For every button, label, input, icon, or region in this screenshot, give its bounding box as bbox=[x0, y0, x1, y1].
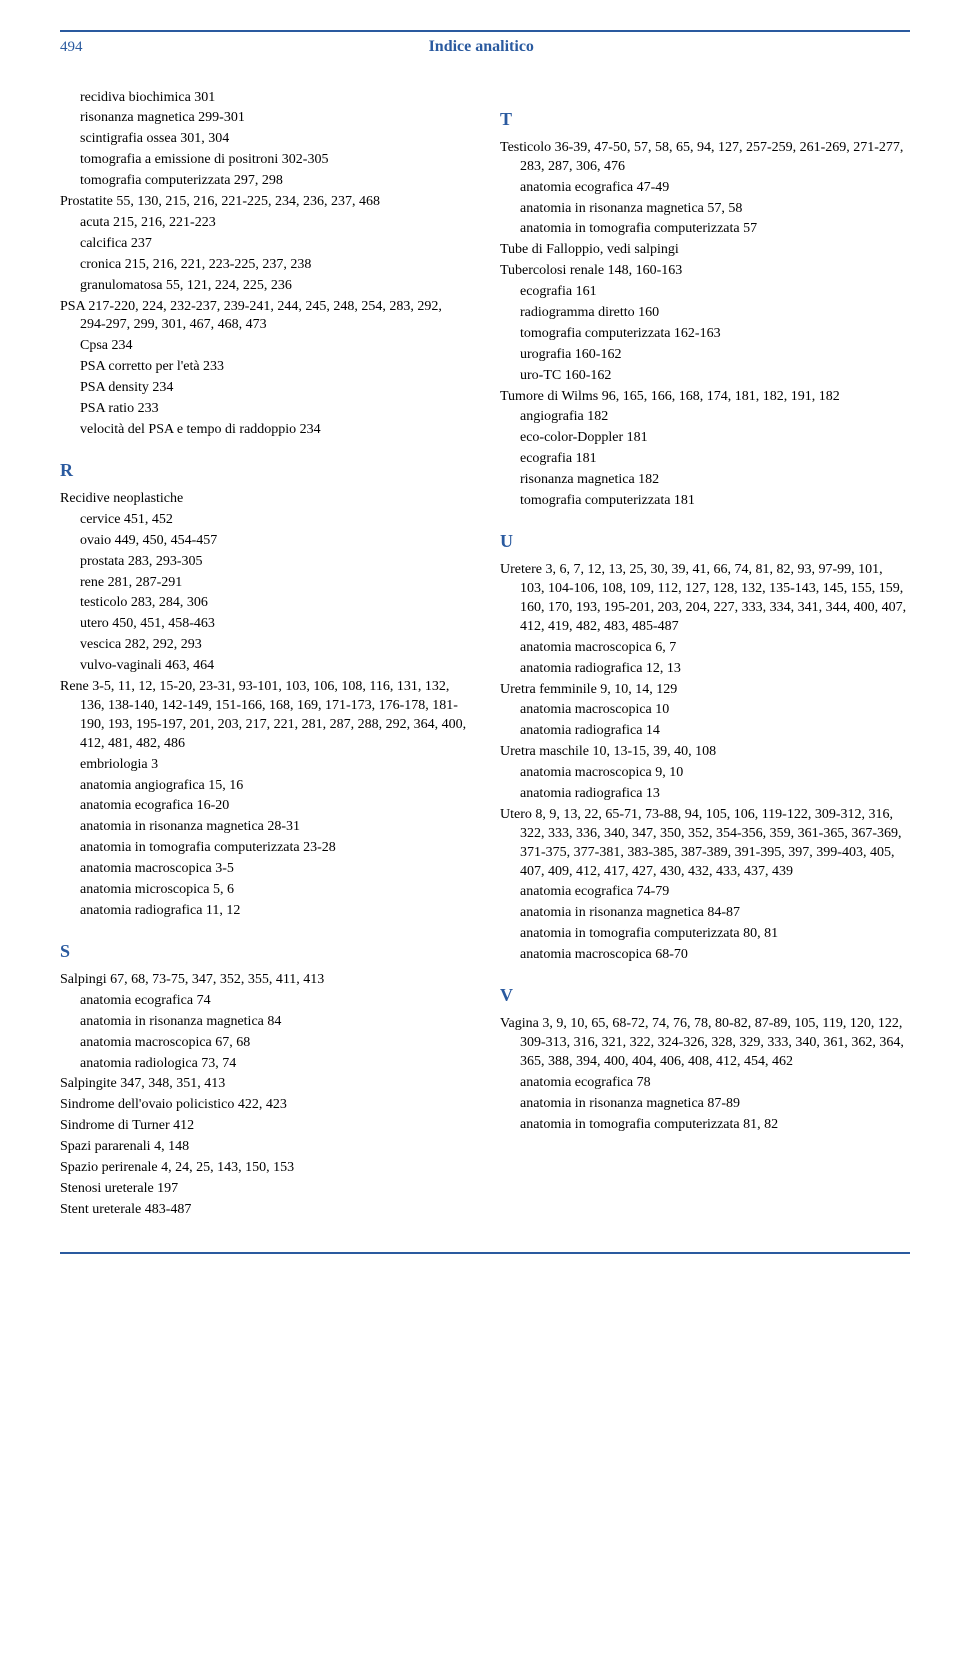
index-entry: vulvo-vaginali 463, 464 bbox=[60, 657, 470, 676]
index-entry: tomografia computerizzata 297, 298 bbox=[60, 172, 470, 191]
index-entry: rene 281, 287-291 bbox=[60, 574, 470, 593]
footer-rule bbox=[60, 1252, 910, 1254]
index-entry: testicolo 283, 284, 306 bbox=[60, 594, 470, 613]
index-entry: anatomia in risonanza magnetica 84-87 bbox=[500, 904, 910, 923]
header-title: Indice analitico bbox=[429, 36, 534, 58]
index-entry: granulomatosa 55, 121, 224, 225, 236 bbox=[60, 277, 470, 296]
section-letter-r: R bbox=[60, 458, 470, 482]
index-entry: recidiva biochimica 301 bbox=[60, 89, 470, 108]
index-entry: eco-color-Doppler 181 bbox=[500, 429, 910, 448]
index-entry: Uretra femminile 9, 10, 14, 129 bbox=[500, 681, 910, 700]
index-entry: cervice 451, 452 bbox=[60, 511, 470, 530]
index-entry: anatomia ecografica 74 bbox=[60, 992, 470, 1011]
index-entry: anatomia radiografica 11, 12 bbox=[60, 902, 470, 921]
index-entry: cronica 215, 216, 221, 223-225, 237, 238 bbox=[60, 256, 470, 275]
index-entry: PSA corretto per l'età 233 bbox=[60, 358, 470, 377]
index-entry: tomografia a emissione di positroni 302-… bbox=[60, 151, 470, 170]
page-header: 494 Indice analitico bbox=[60, 36, 910, 64]
index-entry: PSA ratio 233 bbox=[60, 400, 470, 419]
index-entry: anatomia ecografica 47-49 bbox=[500, 179, 910, 198]
index-entry: Uretere 3, 6, 7, 12, 13, 25, 30, 39, 41,… bbox=[500, 561, 910, 637]
index-entry: anatomia macroscopica 10 bbox=[500, 701, 910, 720]
index-entry: ecografia 161 bbox=[500, 283, 910, 302]
section-letter-s: S bbox=[60, 939, 470, 963]
header-rule bbox=[60, 30, 910, 32]
index-entry: risonanza magnetica 182 bbox=[500, 471, 910, 490]
index-entry: Sindrome dell'ovaio policistico 422, 423 bbox=[60, 1096, 470, 1115]
right-column: T Testicolo 36-39, 47-50, 57, 58, 65, 94,… bbox=[500, 89, 910, 1222]
section-letter-u: U bbox=[500, 529, 910, 553]
index-entry: utero 450, 451, 458-463 bbox=[60, 615, 470, 634]
index-entry: Spazio perirenale 4, 24, 25, 143, 150, 1… bbox=[60, 1159, 470, 1178]
index-entry: anatomia in tomografia computerizzata 80… bbox=[500, 925, 910, 944]
index-entry: anatomia ecografica 74-79 bbox=[500, 883, 910, 902]
index-entry: vescica 282, 292, 293 bbox=[60, 636, 470, 655]
index-entry: anatomia in tomografia computerizzata 81… bbox=[500, 1116, 910, 1135]
index-entry: scintigrafia ossea 301, 304 bbox=[60, 130, 470, 149]
index-entry: Salpingi 67, 68, 73-75, 347, 352, 355, 4… bbox=[60, 971, 470, 990]
index-entry: anatomia microscopica 5, 6 bbox=[60, 881, 470, 900]
index-entry: anatomia radiologica 73, 74 bbox=[60, 1055, 470, 1074]
index-entry: Salpingite 347, 348, 351, 413 bbox=[60, 1075, 470, 1094]
index-entry: calcifica 237 bbox=[60, 235, 470, 254]
index-entry: tomografia computerizzata 162-163 bbox=[500, 325, 910, 344]
index-entry: anatomia macroscopica 9, 10 bbox=[500, 764, 910, 783]
index-entry: radiogramma diretto 160 bbox=[500, 304, 910, 323]
index-entry: Cpsa 234 bbox=[60, 337, 470, 356]
index-entry: velocità del PSA e tempo di raddoppio 23… bbox=[60, 421, 470, 440]
index-entry: Recidive neoplastiche bbox=[60, 490, 470, 509]
index-entry: urografia 160-162 bbox=[500, 346, 910, 365]
index-entry: Sindrome di Turner 412 bbox=[60, 1117, 470, 1136]
index-entry: tomografia computerizzata 181 bbox=[500, 492, 910, 511]
index-entry: acuta 215, 216, 221-223 bbox=[60, 214, 470, 233]
index-entry: embriologia 3 bbox=[60, 756, 470, 775]
index-entry: anatomia radiografica 12, 13 bbox=[500, 660, 910, 679]
index-entry: anatomia in risonanza magnetica 84 bbox=[60, 1013, 470, 1032]
index-entry: Tumore di Wilms 96, 165, 166, 168, 174, … bbox=[500, 388, 910, 407]
index-entry: angiografia 182 bbox=[500, 408, 910, 427]
index-entry: anatomia in tomografia computerizzata 57 bbox=[500, 220, 910, 239]
index-entry: Spazi pararenali 4, 148 bbox=[60, 1138, 470, 1157]
index-entry: PSA density 234 bbox=[60, 379, 470, 398]
index-entry: ecografia 181 bbox=[500, 450, 910, 469]
index-entry: Stent ureterale 483-487 bbox=[60, 1201, 470, 1220]
index-entry: Testicolo 36-39, 47-50, 57, 58, 65, 94, … bbox=[500, 139, 910, 177]
index-entry: anatomia in risonanza magnetica 57, 58 bbox=[500, 200, 910, 219]
index-entry: Stenosi ureterale 197 bbox=[60, 1180, 470, 1199]
index-entry: anatomia radiografica 14 bbox=[500, 722, 910, 741]
index-entry: Tubercolosi renale 148, 160-163 bbox=[500, 262, 910, 281]
index-entry: ovaio 449, 450, 454-457 bbox=[60, 532, 470, 551]
index-entry: Vagina 3, 9, 10, 65, 68-72, 74, 76, 78, … bbox=[500, 1015, 910, 1072]
page-number: 494 bbox=[60, 37, 83, 57]
left-column: recidiva biochimica 301risonanza magneti… bbox=[60, 89, 470, 1222]
content-columns: recidiva biochimica 301risonanza magneti… bbox=[60, 89, 910, 1222]
index-entry: PSA 217-220, 224, 232-237, 239-241, 244,… bbox=[60, 298, 470, 336]
index-entry: prostata 283, 293-305 bbox=[60, 553, 470, 572]
section-letter-t: T bbox=[500, 107, 910, 131]
index-entry: uro-TC 160-162 bbox=[500, 367, 910, 386]
index-entry: anatomia radiografica 13 bbox=[500, 785, 910, 804]
index-entry: anatomia ecografica 78 bbox=[500, 1074, 910, 1093]
index-entry: anatomia macroscopica 6, 7 bbox=[500, 639, 910, 658]
index-entry: anatomia in risonanza magnetica 87-89 bbox=[500, 1095, 910, 1114]
index-entry: Tube di Falloppio, vedi salpingi bbox=[500, 241, 910, 260]
index-entry: anatomia macroscopica 67, 68 bbox=[60, 1034, 470, 1053]
index-entry: anatomia ecografica 16-20 bbox=[60, 797, 470, 816]
section-letter-v: V bbox=[500, 983, 910, 1007]
index-entry: anatomia macroscopica 3-5 bbox=[60, 860, 470, 879]
index-entry: anatomia in tomografia computerizzata 23… bbox=[60, 839, 470, 858]
index-entry: anatomia angiografica 15, 16 bbox=[60, 777, 470, 796]
index-entry: Prostatite 55, 130, 215, 216, 221-225, 2… bbox=[60, 193, 470, 212]
index-entry: Uretra maschile 10, 13-15, 39, 40, 108 bbox=[500, 743, 910, 762]
index-entry: risonanza magnetica 299-301 bbox=[60, 109, 470, 128]
index-entry: anatomia in risonanza magnetica 28-31 bbox=[60, 818, 470, 837]
index-entry: Rene 3-5, 11, 12, 15-20, 23-31, 93-101, … bbox=[60, 678, 470, 754]
index-entry: anatomia macroscopica 68-70 bbox=[500, 946, 910, 965]
index-entry: Utero 8, 9, 13, 22, 65-71, 73-88, 94, 10… bbox=[500, 806, 910, 882]
